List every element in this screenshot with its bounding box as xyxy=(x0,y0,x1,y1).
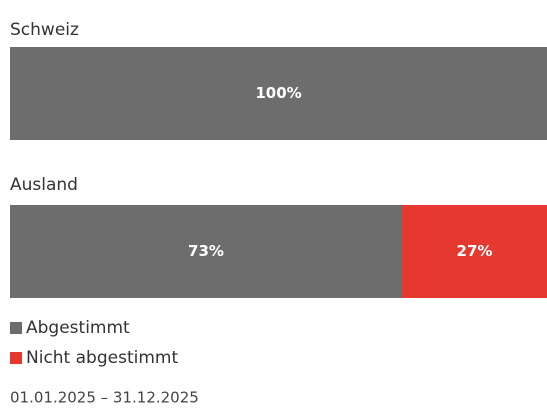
bar-segment xyxy=(10,205,403,298)
footnote: 01.01.2025 – 31.12.2025 xyxy=(10,389,199,407)
legend-marker xyxy=(10,352,22,364)
value-label: 27% xyxy=(457,242,493,260)
value-label: 100% xyxy=(255,84,301,102)
category-label: Schweiz xyxy=(10,20,79,40)
bar-segment xyxy=(402,205,547,298)
category-label: Ausland xyxy=(10,175,78,195)
legend-marker xyxy=(10,322,22,334)
value-label: 73% xyxy=(188,242,224,260)
legend-label: Abgestimmt xyxy=(26,318,130,338)
legend-label: Nicht abgestimmt xyxy=(26,348,178,368)
bar-segment xyxy=(10,47,547,140)
